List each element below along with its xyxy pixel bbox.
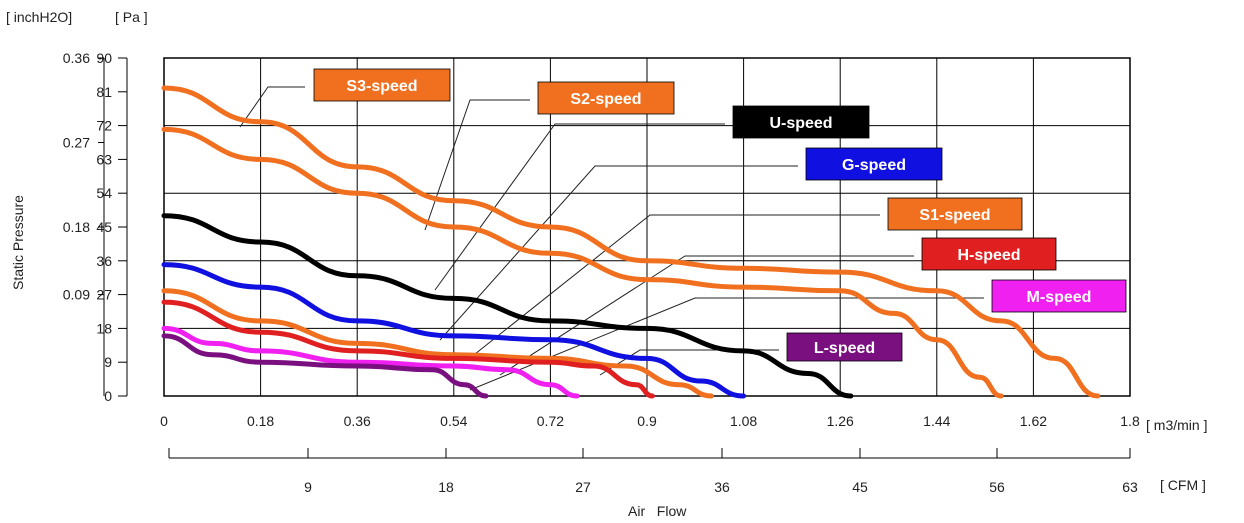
x-axis-title: Air Flow [628, 503, 687, 519]
series-label-box-l-speed [786, 332, 903, 362]
series-label-box-g-speed [805, 147, 943, 181]
series-label-h-speed: H-speed [957, 247, 1020, 264]
leader-lines [239, 86, 984, 391]
series-line-s1-speed [161, 288, 714, 399]
y-unit-inh2o: [ inchH2O] [6, 9, 72, 25]
series-label-g-speed: G-speed [842, 157, 906, 174]
cfm-tick-label: 9 [304, 479, 312, 495]
cfm-tick-label: 56 [989, 479, 1005, 495]
x-tick-label: 0.9 [637, 413, 657, 429]
cfm-tick-label: 27 [575, 479, 591, 495]
series-label-box-s1-speed [887, 197, 1023, 231]
x-tick-label: 1.8 [1120, 413, 1140, 429]
y-axis-title: Static Pressure [10, 195, 26, 290]
pa-tick-label: 0 [104, 388, 112, 404]
series-lines [161, 85, 1101, 399]
series-line-m-speed [161, 325, 580, 399]
x-tick-label: 1.08 [730, 413, 757, 429]
series-label-box-h-speed [921, 237, 1057, 271]
x-tick-label: 0.18 [247, 413, 274, 429]
series-line-u-speed [161, 213, 854, 399]
series-line-s2-speed [161, 126, 1004, 399]
leader-line-h-speed [499, 255, 914, 376]
series-line-l-speed [161, 333, 489, 399]
x-tick-label: 0.72 [537, 413, 564, 429]
leader-line-u-speed [434, 123, 725, 291]
plot-axes: 0 0.18 0.36 0.54 0.72 0.9 1.08 1.26 1.44 1.62 1.8 0… [63, 50, 1140, 495]
x-unit-cfm: [ CFM ] [1160, 477, 1206, 493]
leader-line-m-speed [469, 297, 984, 391]
series-label-box-s3-speed [313, 68, 451, 102]
x-tick-label: 1.44 [923, 413, 950, 429]
cfm-tick-label: 63 [1122, 479, 1138, 495]
series-label-box-u-speed [732, 105, 870, 139]
pa-tick-label: 9 [104, 354, 112, 370]
series-label-s1-speed: S1-speed [919, 207, 990, 224]
series-label-u-speed: U-speed [769, 115, 832, 132]
cfm-tick-label: 18 [438, 479, 454, 495]
series-labels: S3-speed S2-speed U-speed G-speed S1-speed H-… [313, 68, 1127, 362]
x-tick-label: 0 [160, 413, 168, 429]
inh2o-tick-label: 0.18 [63, 219, 90, 235]
x-tick-label: 1.62 [1020, 413, 1047, 429]
series-label-s3-speed: S3-speed [346, 78, 417, 95]
series-label-box-m-speed [991, 279, 1127, 313]
x-tick-label: 0.36 [344, 413, 371, 429]
inh2o-tick-label: 0.27 [63, 135, 90, 151]
series-label-l-speed: L-speed [814, 340, 875, 357]
cfm-tick-label: 36 [714, 479, 730, 495]
cfm-tick-label: 45 [852, 479, 868, 495]
series-label-m-speed: M-speed [1027, 289, 1092, 306]
series-label-s2-speed: S2-speed [570, 91, 641, 108]
leader-line-s1-speed [469, 214, 880, 359]
leader-line-s2-speed [424, 99, 530, 231]
y-unit-pa: [ Pa ] [115, 9, 148, 25]
series-line-h-speed [161, 299, 655, 399]
series-label-box-s2-speed [537, 81, 675, 115]
series-line-s3-speed [161, 85, 1101, 399]
leader-line-g-speed [439, 165, 798, 341]
series-line-g-speed [161, 262, 747, 399]
inh2o-tick-label: 0.36 [63, 50, 90, 66]
leader-line-s3-speed [239, 86, 305, 128]
inh2o-tick-label: 0.09 [63, 287, 90, 303]
x-tick-label: 0.54 [440, 413, 467, 429]
x-unit-m3min: [ m3/min ] [1146, 417, 1207, 433]
x-tick-label: 1.26 [827, 413, 854, 429]
